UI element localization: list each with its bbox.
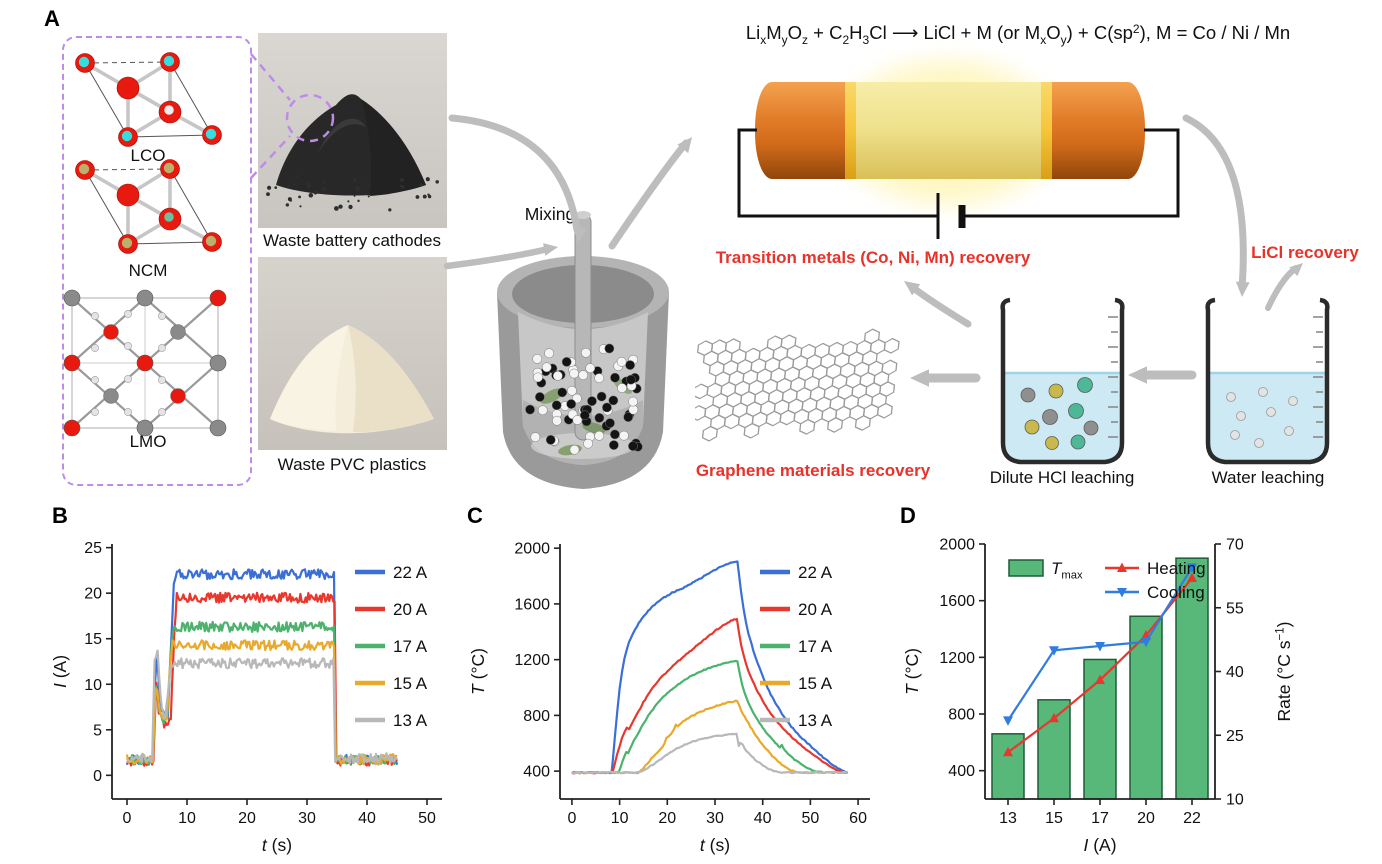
label-graphene-recovery: Graphene materials recovery — [695, 461, 931, 480]
svg-text:t (s): t (s) — [700, 835, 730, 855]
caption-waste-pvc-plastics: Waste PVC plastics — [277, 455, 427, 474]
svg-text:800: 800 — [948, 707, 975, 724]
svg-text:25: 25 — [84, 540, 102, 557]
svg-text:15: 15 — [84, 631, 102, 648]
structure-label-ncm: NCM — [128, 261, 168, 280]
svg-text:30: 30 — [298, 810, 316, 827]
svg-text:1600: 1600 — [514, 596, 550, 613]
chart-tmax-and-rates: 400 800 1200 1600 2000 10 25 40 55 70 13 15 17 20 22 I … — [902, 537, 1294, 856]
svg-text:40: 40 — [358, 810, 376, 827]
svg-text:Tmax: Tmax — [1051, 559, 1083, 581]
tube-ring-right — [1041, 82, 1052, 179]
svg-text:0: 0 — [93, 768, 102, 785]
svg-text:13 A: 13 A — [393, 711, 428, 730]
svg-text:Cooling: Cooling — [1147, 583, 1205, 602]
metal-ions — [1020, 377, 1099, 450]
panel-a-label: A — [44, 6, 60, 31]
beaker-dilute-hcl — [1000, 297, 1125, 465]
svg-text:17 A: 17 A — [393, 637, 428, 656]
svg-text:400: 400 — [523, 764, 550, 781]
svg-text:Rate (°C s−1): Rate (°C s−1) — [1274, 622, 1294, 722]
svg-text:Heating: Heating — [1147, 559, 1206, 578]
panel-d-label: D — [900, 503, 916, 528]
svg-text:30: 30 — [706, 810, 724, 827]
svg-text:10: 10 — [84, 677, 102, 694]
svg-text:5: 5 — [93, 722, 102, 739]
licl-particles — [1226, 387, 1298, 448]
svg-text:17: 17 — [1091, 810, 1109, 827]
svg-text:1200: 1200 — [939, 650, 975, 667]
svg-text:1600: 1600 — [939, 593, 975, 610]
label-transition-metals-recovery: Transition metals (Co, Ni, Mn) recovery — [715, 248, 1031, 267]
mixing-vessel — [497, 211, 669, 489]
svg-text:40: 40 — [1226, 664, 1244, 681]
reaction-equation: LixMyOz + C2H3Cl ⟶ LiCl + M (or MxOy) + … — [745, 22, 1291, 47]
caption-dilute-hcl-leaching: Dilute HCl leaching — [989, 468, 1135, 487]
svg-text:2000: 2000 — [514, 541, 550, 558]
caption-water-leaching: Water leaching — [1211, 468, 1325, 487]
svg-text:I (A): I (A) — [1083, 835, 1116, 855]
panel-c-label: C — [467, 503, 483, 528]
crystal-structures-illustration — [63, 52, 227, 437]
svg-text:0: 0 — [567, 810, 576, 827]
svg-text:2000: 2000 — [939, 537, 975, 554]
svg-text:10: 10 — [611, 810, 629, 827]
svg-text:20: 20 — [658, 810, 676, 827]
label-licl-recovery: LiCl recovery — [1251, 243, 1359, 262]
structure-label-lco: LCO — [130, 146, 166, 165]
pvc-powder-pile — [270, 325, 434, 434]
svg-text:20: 20 — [84, 586, 102, 603]
svg-text:800: 800 — [523, 708, 550, 725]
beaker-water — [1205, 297, 1330, 465]
svg-text:T (°C): T (°C) — [902, 648, 922, 695]
structure-label-lmo: LMO — [129, 432, 167, 451]
panel-b-label: B — [52, 503, 68, 528]
svg-text:60: 60 — [849, 810, 867, 827]
svg-text:t (s): t (s) — [262, 835, 292, 855]
cathode-powder-pile — [266, 94, 439, 212]
svg-text:T (°C): T (°C) — [468, 648, 488, 695]
svg-text:15 A: 15 A — [798, 674, 833, 693]
svg-text:400: 400 — [948, 763, 975, 780]
svg-text:25: 25 — [1226, 728, 1244, 745]
svg-text:50: 50 — [418, 810, 436, 827]
svg-text:20: 20 — [238, 810, 256, 827]
svg-text:22: 22 — [1183, 810, 1201, 827]
svg-text:15 A: 15 A — [393, 674, 428, 693]
photo-waste-battery-cathodes — [258, 33, 447, 228]
svg-text:22 A: 22 A — [798, 563, 833, 582]
svg-text:20 A: 20 A — [798, 600, 833, 619]
svg-text:22 A: 22 A — [393, 563, 428, 582]
crystal-structures-box — [62, 36, 252, 486]
svg-text:13: 13 — [999, 810, 1017, 827]
caption-waste-battery-cathodes: Waste battery cathodes — [263, 231, 441, 250]
chart-current-vs-time: 0 10 20 30 40 50 0 5 10 15 20 25 t (s) I (A) 22 A 20 A 1… — [50, 540, 442, 855]
chart-temperature-vs-time: 0 10 20 30 40 50 60 400 800 1200 1600 2000 t (s) T (°… — [468, 541, 870, 855]
svg-text:70: 70 — [1226, 537, 1244, 554]
svg-text:0: 0 — [123, 810, 132, 827]
svg-text:17 A: 17 A — [798, 637, 833, 656]
svg-text:15: 15 — [1045, 810, 1063, 827]
svg-text:20 A: 20 A — [393, 600, 428, 619]
svg-text:10: 10 — [1226, 792, 1244, 809]
svg-text:10: 10 — [178, 810, 196, 827]
svg-text:20: 20 — [1137, 810, 1155, 827]
svg-text:13 A: 13 A — [798, 711, 833, 730]
graphene-sheet — [695, 328, 900, 442]
svg-text:I (A): I (A) — [50, 655, 70, 688]
photo-waste-pvc-plastics — [258, 257, 447, 450]
tube-ring-left — [845, 82, 856, 179]
svg-text:55: 55 — [1226, 600, 1244, 617]
svg-text:1200: 1200 — [514, 652, 550, 669]
powder-mixture-balls — [525, 343, 643, 455]
svg-text:50: 50 — [801, 810, 819, 827]
tube-hot-zone — [853, 82, 1043, 179]
flash-joule-heating-tube — [755, 82, 1145, 179]
svg-text:40: 40 — [754, 810, 772, 827]
